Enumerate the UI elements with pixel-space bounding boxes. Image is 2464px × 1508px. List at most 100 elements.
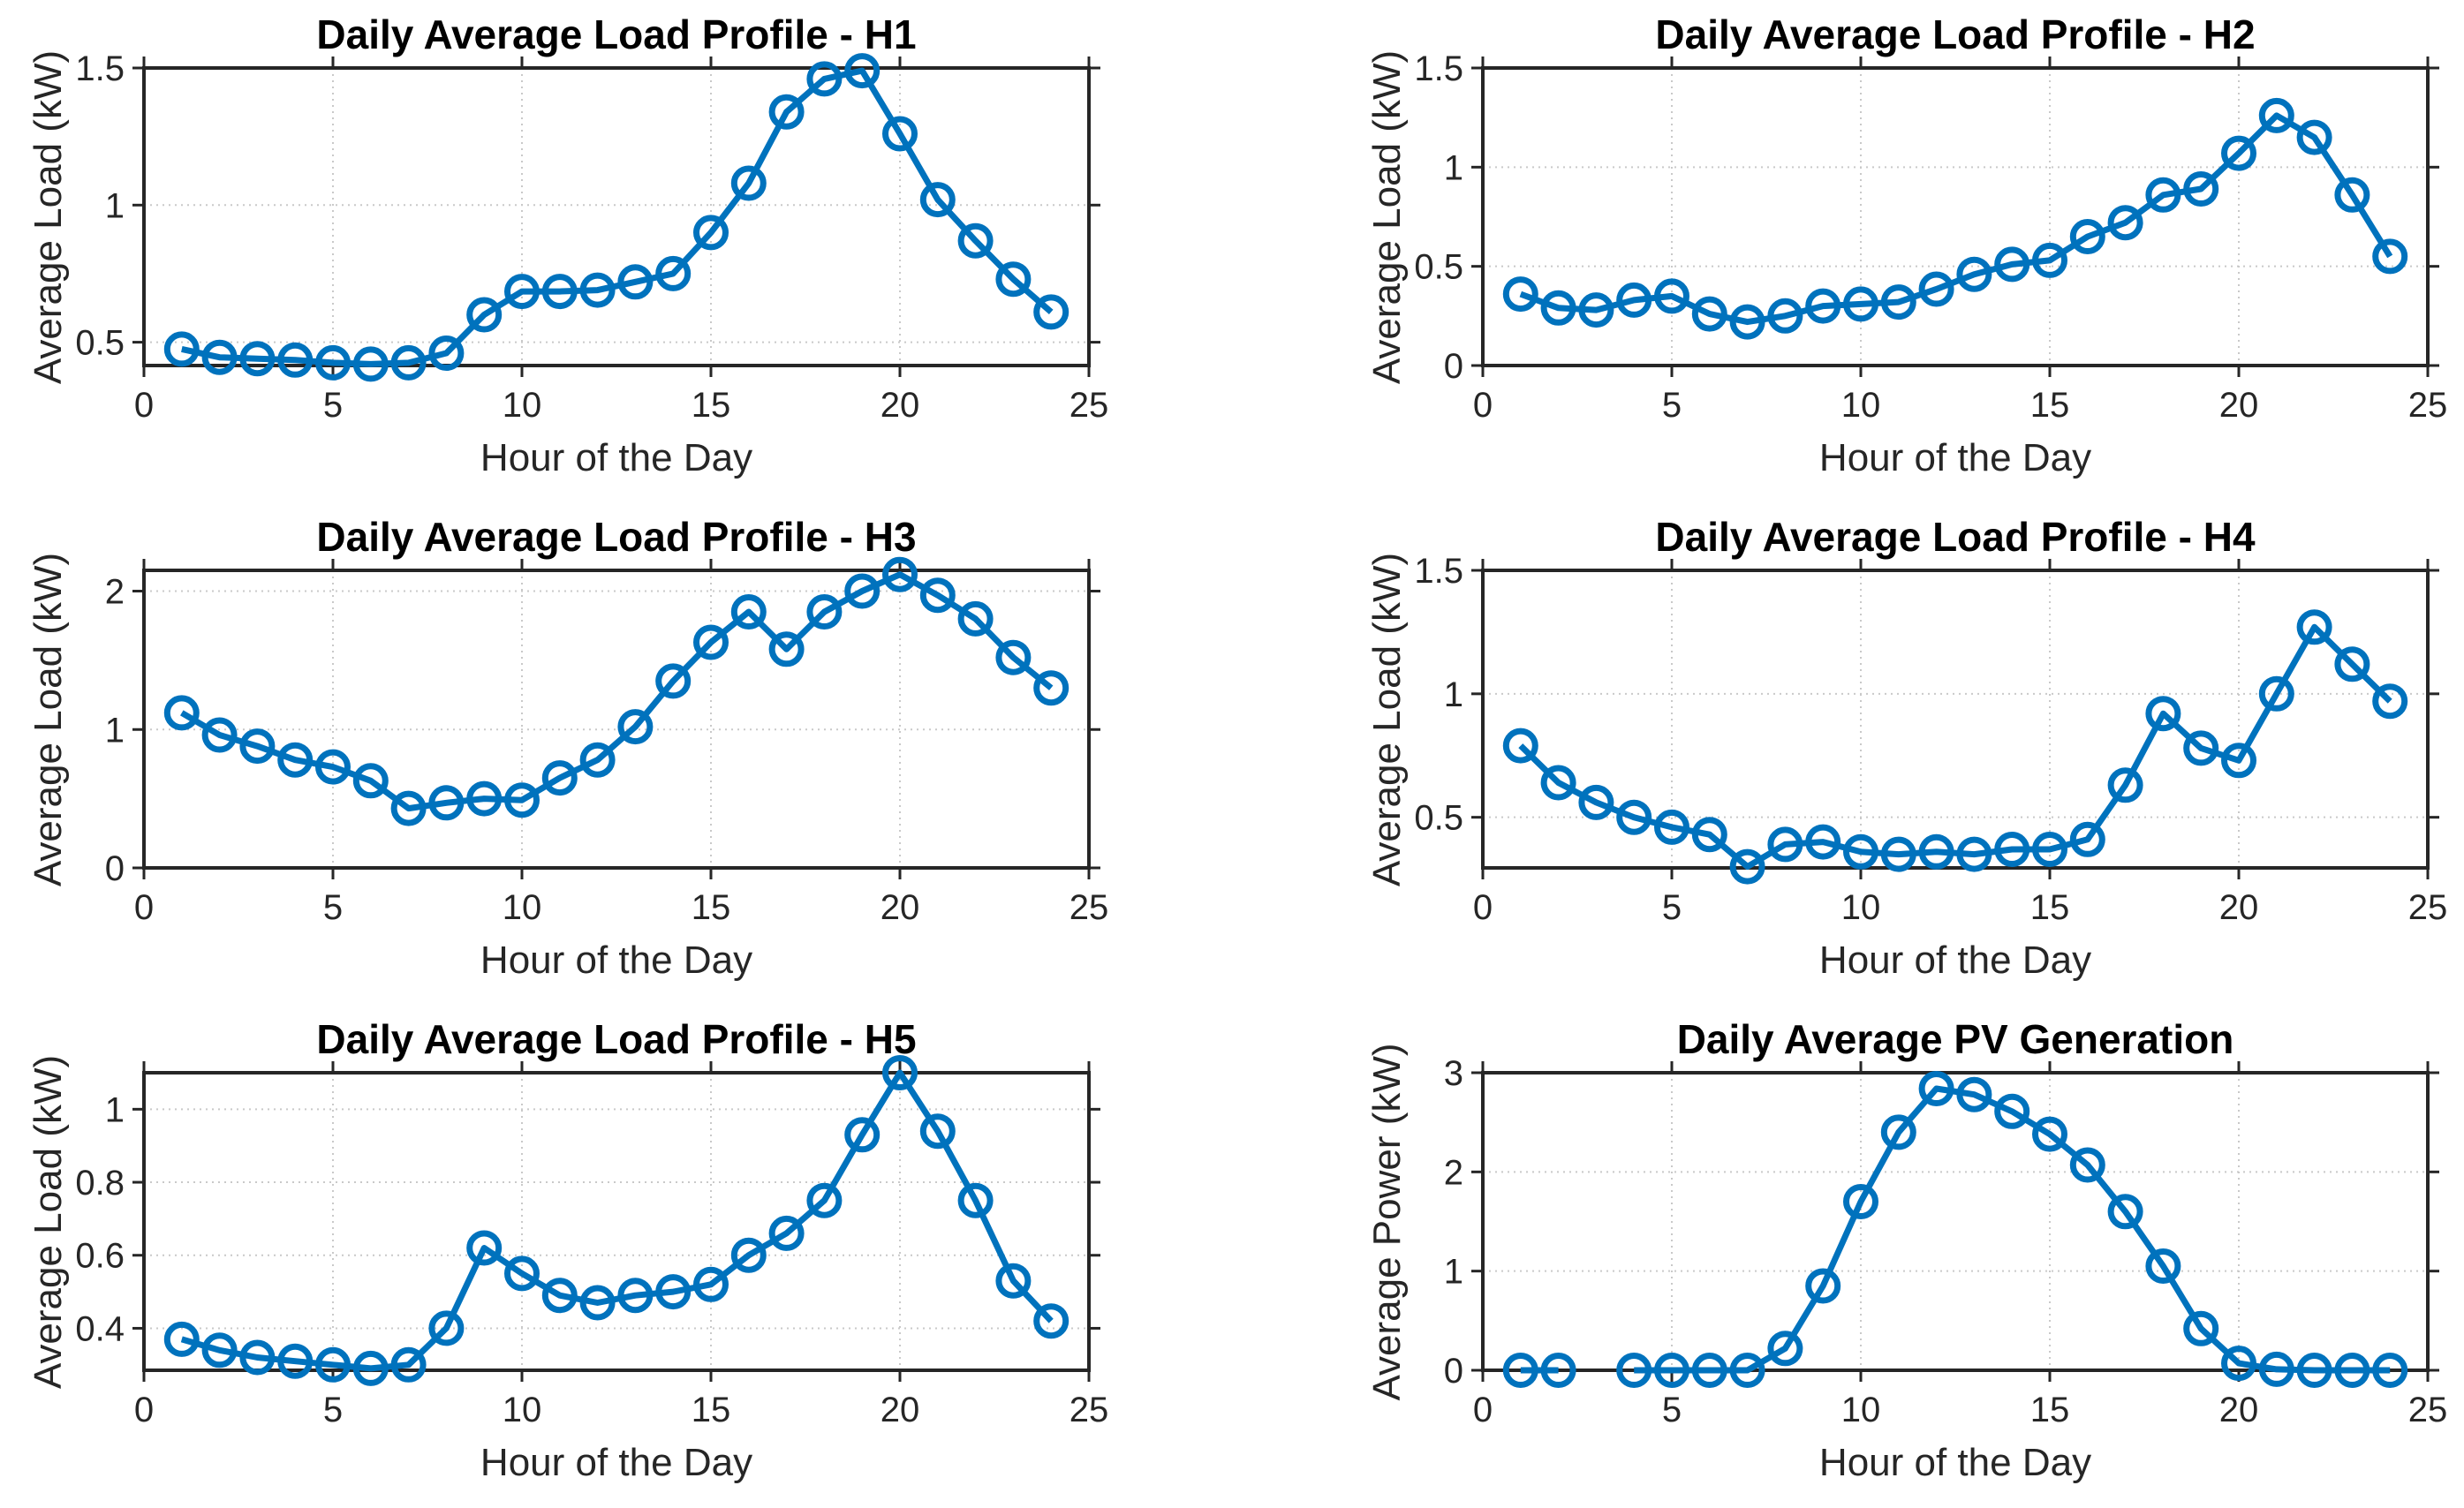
- data-point-marker: [919, 577, 956, 614]
- subplot-load-h5: 0 5 10 15 20 25 0.4 0.6 0.8 1 Daily Average Load …: [0, 1005, 1232, 1508]
- data-point-marker: [390, 1346, 427, 1383]
- data-point-marker: [277, 1343, 314, 1379]
- x-tick-label: 25: [1069, 888, 1109, 927]
- data-point-marker: [504, 274, 540, 310]
- data-point-marker: [1616, 282, 1652, 318]
- chart-title: Daily Average Load Profile - H2: [1655, 11, 2256, 57]
- data-point-marker: [2334, 1353, 2370, 1388]
- chart-canvas-h1: 0 5 10 15 20 25 0.5 1 1.5: [75, 49, 1108, 425]
- series-line: [180, 1069, 1054, 1372]
- data-point-marker: [352, 763, 389, 799]
- data-point-marker: [1956, 836, 1992, 872]
- data-point-marker: [239, 728, 276, 765]
- data-point-marker: [541, 1278, 578, 1314]
- x-tick-label: 10: [503, 1391, 542, 1429]
- chart-title: Daily Average Load Profile - H3: [316, 514, 917, 560]
- data-point-marker: [806, 1182, 843, 1218]
- data-point-marker: [1502, 1353, 1538, 1388]
- data-point-marker: [957, 1182, 994, 1218]
- data-point-marker: [1540, 1353, 1576, 1388]
- data-point-marker: [2221, 1346, 2256, 1382]
- data-point-marker: [1502, 276, 1538, 313]
- y-tick-label: 1: [105, 186, 125, 225]
- data-point-marker: [844, 573, 881, 609]
- x-axis-label: Hour of the Day: [480, 436, 753, 479]
- data-point-marker: [2258, 1351, 2294, 1387]
- data-point-marker: [2107, 205, 2143, 241]
- data-point-marker: [617, 709, 654, 745]
- data-point-marker: [1578, 784, 1614, 820]
- y-tick-label: 1: [1444, 675, 1463, 714]
- x-tick-label: 0: [1473, 1391, 1493, 1429]
- series-line: [181, 67, 1054, 367]
- data-point-marker: [1616, 799, 1652, 835]
- data-point-marker: [163, 331, 200, 367]
- y-axis-label: Average Load (kW): [26, 49, 70, 385]
- data-point-marker: [2069, 1147, 2105, 1183]
- data-point-marker: [730, 594, 767, 630]
- y-tick-label: 2: [105, 573, 125, 612]
- x-axis-label: Hour of the Day: [1818, 939, 2092, 982]
- data-point-marker: [2334, 646, 2370, 682]
- y-tick-label: 1.5: [75, 49, 125, 88]
- x-axis-label: Hour of the Day: [480, 939, 753, 982]
- y-tick-label: 1: [105, 711, 125, 750]
- subplot-pv-generation: 0 5 10 15 20 25 0 1 2 3 Daily Average PV Generati…: [1232, 1005, 2464, 1508]
- chart-canvas-h3: 0 5 10 15 20 25 0 1 2: [105, 556, 1109, 927]
- chart-title: Daily Average Load Profile - H1: [316, 11, 917, 57]
- data-point-marker: [806, 594, 843, 630]
- data-point-marker: [1654, 1353, 1689, 1388]
- y-tick-label: 0: [1444, 347, 1463, 386]
- data-point-marker: [617, 264, 654, 300]
- chart-title: Daily Average Load Profile - H5: [316, 1016, 917, 1062]
- data-point-marker: [2372, 683, 2408, 720]
- x-tick-label: 5: [1662, 888, 1682, 927]
- series-line: [1518, 623, 2392, 871]
- data-point-marker: [2069, 219, 2105, 254]
- y-tick-label: 2: [1444, 1153, 1463, 1192]
- data-point-marker: [1691, 296, 1727, 332]
- data-point-marker: [1805, 1268, 1841, 1304]
- y-axis-label: Average Load (kW): [26, 1054, 70, 1390]
- subplot-load-h3: 0 5 10 15 20 25 0 1 2 Daily Average Load Profile…: [0, 502, 1232, 1005]
- data-point-marker: [1654, 809, 1689, 845]
- data-point-marker: [1033, 670, 1069, 706]
- chart-canvas-h5: 0 5 10 15 20 25 0.4 0.6 0.8 1: [75, 1055, 1108, 1429]
- data-point-marker: [2032, 832, 2067, 867]
- y-tick-label: 0.5: [75, 324, 125, 363]
- data-point-marker: [2334, 177, 2370, 213]
- data-point-marker: [1994, 246, 2030, 283]
- data-point-marker: [844, 1117, 881, 1153]
- x-tick-label: 10: [1841, 386, 1881, 425]
- data-point-marker: [1918, 1071, 1954, 1106]
- subplot-load-h4: 0 5 10 15 20 25 0.5 1 1.5 Daily Average Load Pro…: [1232, 502, 2464, 1005]
- data-point-marker: [1880, 836, 1916, 872]
- y-tick-label: 0.5: [1414, 799, 1463, 838]
- data-point-marker: [428, 1310, 465, 1346]
- data-point-marker: [201, 717, 238, 753]
- x-tick-label: 20: [881, 1391, 920, 1429]
- data-point-marker: [1654, 278, 1689, 314]
- x-tick-label: 15: [2030, 1391, 2070, 1429]
- x-tick-label: 15: [2030, 888, 2070, 927]
- x-tick-label: 5: [323, 888, 343, 927]
- y-tick-label: 1.5: [1414, 552, 1463, 591]
- data-point-marker: [2069, 821, 2105, 857]
- x-tick-label: 25: [2408, 1391, 2448, 1429]
- y-tick-label: 0.4: [75, 1309, 125, 1348]
- data-point-marker: [2183, 730, 2219, 766]
- data-point-marker: [2145, 1248, 2181, 1284]
- data-point-marker: [617, 1278, 654, 1314]
- x-tick-label: 20: [2219, 1391, 2259, 1429]
- x-tick-label: 0: [1473, 888, 1493, 927]
- data-point-marker: [352, 1350, 389, 1386]
- data-point-marker: [2107, 1194, 2143, 1230]
- y-tick-label: 0.5: [1414, 248, 1463, 287]
- data-point-marker: [2145, 177, 2181, 213]
- y-axis-label: Average Load (kW): [26, 552, 70, 887]
- data-point-marker: [1956, 256, 1992, 292]
- data-point-marker: [995, 1263, 1032, 1299]
- series-line: [180, 571, 1054, 812]
- x-tick-label: 10: [1841, 1391, 1881, 1429]
